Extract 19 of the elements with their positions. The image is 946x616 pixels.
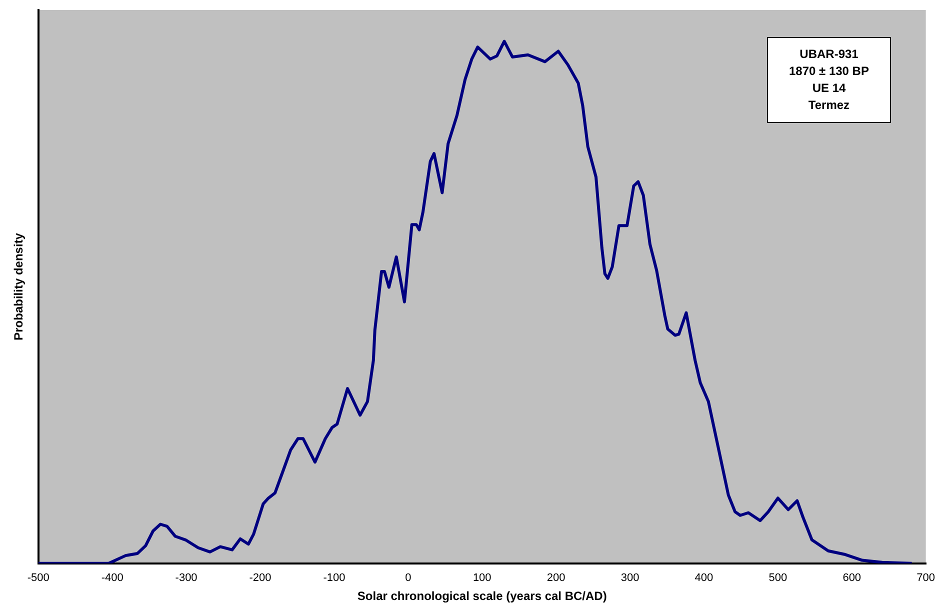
x-tick-label: -100 bbox=[323, 572, 346, 584]
x-tick-label: 600 bbox=[842, 572, 862, 584]
x-tick-label: -200 bbox=[249, 572, 272, 584]
annotation: 1870 ± 130 BP bbox=[788, 63, 870, 80]
x-tick-label: -400 bbox=[101, 572, 124, 584]
x-tick-label: 100 bbox=[472, 572, 492, 584]
x-tick-label: 700 bbox=[916, 572, 936, 584]
x-tick-label: -300 bbox=[175, 572, 198, 584]
x-tick-label: 200 bbox=[546, 572, 566, 584]
x-tick-label: 300 bbox=[620, 572, 640, 584]
annotation: UBAR-931 bbox=[798, 46, 860, 63]
x-tick-label: 0 bbox=[405, 572, 412, 584]
x-tick-label: 500 bbox=[768, 572, 788, 584]
annotation: UE 14 bbox=[811, 80, 847, 97]
y-axis-title: Probability density bbox=[12, 232, 26, 340]
x-tick-label: 400 bbox=[694, 572, 714, 584]
x-axis-title: Solar chronological scale (years cal BC/AD) bbox=[357, 589, 607, 604]
x-tick-label: -500 bbox=[27, 572, 50, 584]
annotation: Termez bbox=[807, 97, 851, 114]
